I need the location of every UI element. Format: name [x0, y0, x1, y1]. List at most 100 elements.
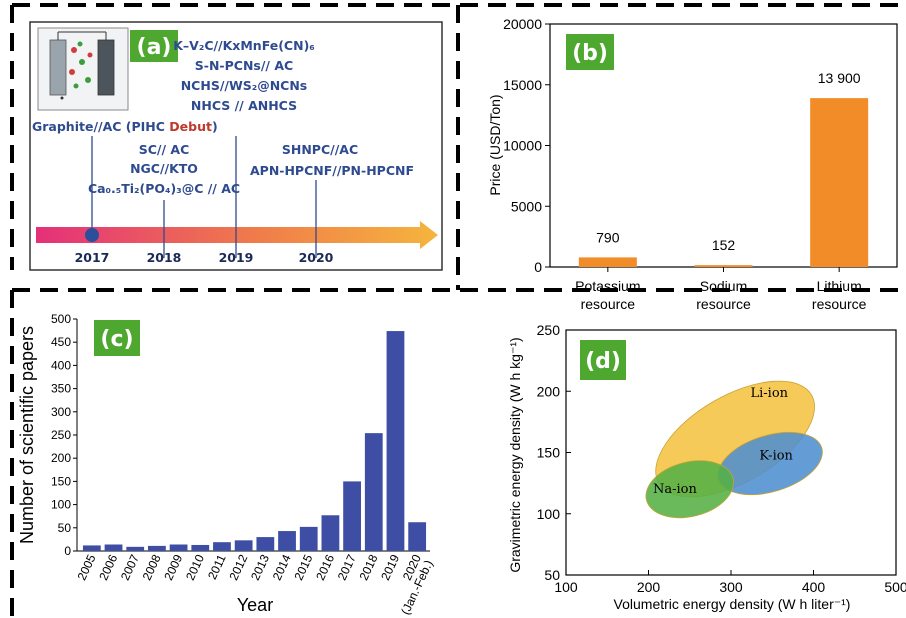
panel-b-label-box: [566, 34, 614, 70]
panel-c-bar: [408, 522, 427, 551]
timeline-connectors: [91, 136, 317, 258]
panel-d-label-box: [580, 340, 626, 380]
panel-c-bar: [256, 537, 275, 551]
panel-d-ytick-label: 200: [537, 383, 561, 399]
panel-c-category-label: 2006: [96, 552, 120, 582]
panel-c-ytick-label: 450: [51, 335, 71, 349]
panel-c-label: (c): [100, 327, 133, 352]
panel-c-bar: [191, 544, 210, 551]
panel-c-bar: [364, 433, 383, 551]
panel-c-category-label: 2008: [140, 552, 164, 582]
panel-b-ytick-label: 15000: [503, 77, 542, 93]
timeline-stack-2020: SHNPC//AC APN-HPCNF//PN-HPCNF: [250, 142, 414, 178]
timeline-marker-2017: [85, 228, 99, 242]
panel-c-ytick-label: 400: [51, 358, 71, 372]
dashed-frame: [10, 3, 902, 618]
panel-d-xtick-label: 200: [637, 579, 661, 595]
panel-c-bar: [104, 544, 123, 551]
panel-d-xlabel: Volumetric energy density (W h liter⁻¹): [614, 596, 851, 612]
panel-c-yticks: 0 50 100 150 200 250 300 350 400 450 500: [51, 312, 77, 558]
panel-d-xtick-label: 500: [884, 579, 906, 595]
panel-c-ytick-label: 350: [51, 382, 71, 396]
panel-c-ytick-label: 0: [64, 544, 71, 558]
panel-c-bar: [278, 531, 296, 551]
battery-schematic-image: [37, 27, 129, 111]
timeline-year: 2018: [147, 250, 182, 265]
panel-c-bar: [148, 545, 166, 551]
panel-d-xticks: 100 200 300 400 500: [554, 570, 906, 595]
panel-b-value-label: 13 900: [818, 70, 861, 86]
panel-c-bar: [126, 546, 145, 551]
timeline-arrow: [36, 221, 438, 249]
panel-b-value-label: 152: [712, 237, 736, 253]
panel-b-label: (b): [572, 41, 608, 66]
timeline-2020-item: SHNPC//AC: [282, 142, 358, 157]
panel-b-category-label: Lithium resource: [812, 278, 867, 312]
panel-d-region-label: K-ion: [759, 449, 793, 464]
timeline-2019-item: NHCS // ANHCS: [191, 98, 297, 113]
panel-a-label-box: [130, 30, 178, 62]
panel-c-category-label: 2016: [313, 552, 337, 582]
panel-c-bar: [234, 540, 253, 551]
panel-c-bar: [169, 544, 188, 551]
panel-d-xtick-label: 400: [802, 579, 826, 595]
panel-b-ylabel: Price (USD/Ton): [487, 94, 503, 195]
panel-d-ytick-label: 250: [537, 322, 561, 338]
panel-b-ytick-label: 0: [534, 259, 542, 275]
panel-c-bar: [321, 515, 340, 551]
panel-c-bar: [82, 545, 101, 551]
panel-b-ytick-label: 20000: [503, 16, 542, 32]
panel-c-category-label: 2013: [248, 552, 272, 582]
timeline-year: 2017: [75, 250, 110, 265]
panel-d-ytick-label: 150: [537, 445, 561, 461]
panel-d-ylabel: Gravimetric energy density (W h kg⁻¹): [507, 337, 523, 572]
panel-b-category-label: Potassium resource: [575, 278, 640, 312]
timeline-2020-item: APN-HPCNF//PN-HPCNF: [250, 163, 414, 178]
panel-c-category-label: 2015: [291, 552, 315, 582]
panel-b-bar: [578, 257, 637, 267]
panel-b-categories: Potassium resource Sodium resource Lithium re…: [575, 267, 867, 312]
panel-c-ytick-label: 200: [51, 451, 71, 465]
timeline-stack-2019: K–V₂C//KxMnFe(CN)₆ S-N-PCNs// AC NCHS//W…: [173, 38, 315, 113]
panel-c-bars: [82, 331, 427, 551]
panel-c-category-label: 2014: [270, 552, 294, 582]
panel-d-yticks: 50 100 150 200 250: [537, 322, 571, 583]
panel-c-ytick-label: 500: [51, 312, 71, 326]
timeline-stack-2018: SC// AC NGC//KTO Ca₀.₅Ti₂(PO₄)₃@C // AC: [88, 142, 240, 196]
timeline-2018-item: SC// AC: [139, 142, 190, 157]
panel-d-ytick-label: 50: [544, 567, 560, 583]
panel-c-category-label: 2010: [183, 552, 207, 582]
panel-b-price-chart: (b) Price (USD/Ton) 0 5000 10000 15000 20000…: [487, 16, 898, 312]
panel-c-category-label: 2018: [357, 552, 381, 582]
panel-c-ytick-label: 250: [51, 428, 71, 442]
panel-d-xtick-label: 300: [719, 579, 743, 595]
panel-c-xlabel: Year: [237, 595, 273, 615]
panel-d-ytick-label: 100: [537, 506, 561, 522]
panel-c-label-box: [94, 320, 140, 356]
panel-c-category-label: 2007: [118, 552, 142, 582]
panel-d-region-label: Li-ion: [751, 386, 789, 401]
panel-c-category-label: 2009: [161, 552, 185, 582]
panel-c-ylabel: Number of scientific papers: [17, 326, 37, 544]
panel-c-bar: [343, 481, 361, 551]
panel-d-energy-density-chart: Li-ion K-ion Na-ion (d) Gravimetric energy…: [507, 322, 906, 612]
panel-c-ytick-label: 50: [58, 521, 72, 535]
panel-b-category-label: Sodium resource: [696, 278, 751, 312]
panel-c-papers-chart: (c) Number of scientific papers Year 0 50…: [17, 312, 436, 617]
timeline-2019-item: S-N-PCNs// AC: [195, 58, 293, 73]
timeline-2019-item: K–V₂C//KxMnFe(CN)₆: [173, 38, 315, 53]
panel-c-bar: [299, 526, 318, 551]
panel-c-ytick-label: 150: [51, 474, 71, 488]
panel-a-label: (a): [137, 35, 172, 60]
timeline-2018-item: Ca₀.₅Ti₂(PO₄)₃@C // AC: [88, 181, 240, 196]
panel-b-ytick-label: 10000: [503, 138, 542, 154]
panel-c-category-label: 2012: [226, 552, 250, 582]
panel-d-label: (d): [585, 349, 621, 374]
timeline-2019-item: NCHS//WS₂@NCNs: [181, 78, 308, 93]
timeline-year: 2019: [219, 250, 254, 265]
timeline-entry-2017: Graphite//AC (PIHC Debut): [32, 119, 218, 134]
panel-d-xtick-label: 100: [554, 579, 578, 595]
panel-d-region-na-ion: [645, 460, 734, 519]
panel-c-category-label: 2019: [378, 552, 402, 582]
